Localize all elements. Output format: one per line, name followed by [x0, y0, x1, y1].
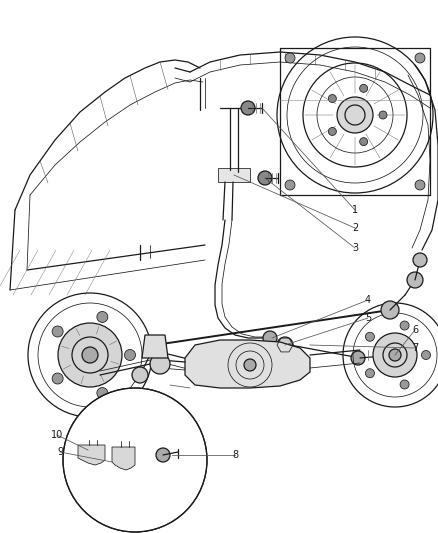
- Polygon shape: [112, 447, 135, 470]
- Circle shape: [52, 373, 63, 384]
- Polygon shape: [185, 340, 310, 388]
- Circle shape: [285, 53, 295, 63]
- Polygon shape: [78, 445, 105, 465]
- Circle shape: [97, 311, 108, 322]
- Circle shape: [365, 369, 374, 378]
- Text: 7: 7: [412, 343, 418, 353]
- Circle shape: [328, 127, 336, 135]
- Text: 6: 6: [412, 325, 418, 335]
- Text: 1: 1: [352, 205, 358, 215]
- Circle shape: [421, 351, 431, 359]
- Text: 10: 10: [51, 430, 63, 440]
- Circle shape: [146, 336, 164, 354]
- Text: 3: 3: [352, 243, 358, 253]
- Text: 2: 2: [352, 223, 358, 233]
- Circle shape: [258, 171, 272, 185]
- Circle shape: [415, 53, 425, 63]
- Circle shape: [360, 84, 367, 92]
- Circle shape: [52, 326, 63, 337]
- Circle shape: [415, 180, 425, 190]
- Text: 5: 5: [365, 313, 371, 323]
- Circle shape: [379, 111, 387, 119]
- Circle shape: [241, 101, 255, 115]
- Circle shape: [328, 94, 336, 102]
- Circle shape: [124, 350, 135, 360]
- Circle shape: [150, 354, 170, 374]
- Circle shape: [277, 337, 293, 353]
- Circle shape: [244, 359, 256, 371]
- Circle shape: [413, 253, 427, 267]
- Text: 4: 4: [365, 295, 371, 305]
- Circle shape: [407, 272, 423, 288]
- Circle shape: [389, 349, 401, 361]
- Circle shape: [263, 331, 277, 345]
- Circle shape: [351, 351, 365, 365]
- Circle shape: [381, 301, 399, 319]
- Polygon shape: [142, 335, 168, 358]
- Circle shape: [156, 448, 170, 462]
- Circle shape: [400, 321, 409, 330]
- Circle shape: [285, 180, 295, 190]
- Circle shape: [373, 333, 417, 377]
- Circle shape: [400, 380, 409, 389]
- Circle shape: [132, 367, 148, 383]
- Circle shape: [337, 97, 373, 133]
- Circle shape: [63, 388, 207, 532]
- Circle shape: [360, 138, 367, 146]
- Text: 8: 8: [232, 450, 238, 460]
- Text: 9: 9: [57, 447, 63, 457]
- Polygon shape: [218, 168, 250, 182]
- Circle shape: [97, 387, 108, 399]
- Circle shape: [58, 323, 122, 387]
- Circle shape: [365, 332, 374, 341]
- Circle shape: [82, 347, 98, 363]
